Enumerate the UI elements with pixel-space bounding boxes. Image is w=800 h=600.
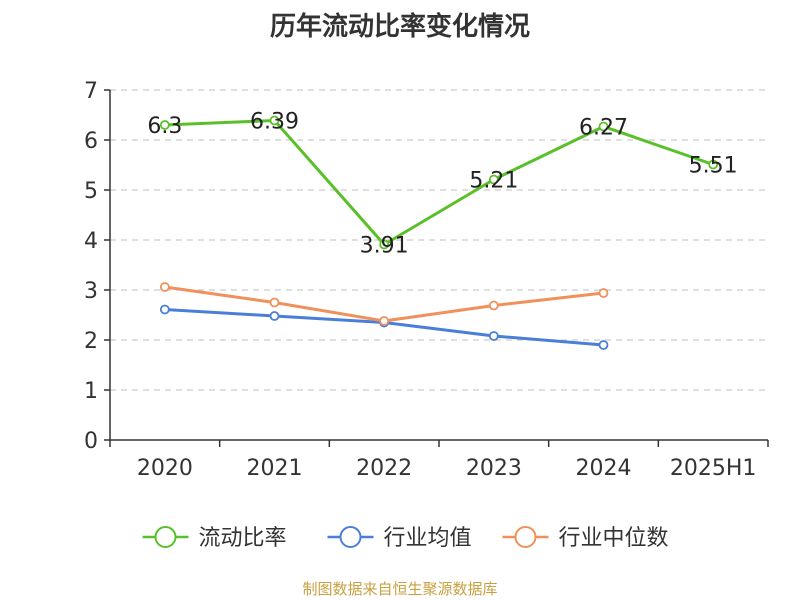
x-axis: 2020 2021 2022 2023 2024 2025H1 bbox=[109, 439, 769, 481]
data-point bbox=[269, 311, 280, 321]
y-tick-label: 3 bbox=[84, 279, 98, 304]
x-tick-label: 2025H1 bbox=[670, 456, 757, 481]
data-label: 3.91 bbox=[360, 234, 409, 259]
x-tick-label: 2020 bbox=[137, 456, 193, 481]
x-tick-label: 2024 bbox=[576, 456, 632, 481]
x-tick-label: 2023 bbox=[466, 456, 522, 481]
series-line-2 bbox=[164, 285, 604, 323]
data-point bbox=[269, 115, 280, 126]
series-group bbox=[159, 115, 719, 350]
legend-marker bbox=[339, 526, 362, 548]
data-point bbox=[488, 174, 499, 185]
source-note: 制图数据来自恒生聚源数据库 bbox=[302, 580, 497, 598]
data-point bbox=[159, 282, 170, 292]
y-tick-label: 2 bbox=[84, 329, 98, 354]
data-point bbox=[598, 121, 609, 132]
chart-title: 历年流动比率变化情况 bbox=[270, 11, 530, 42]
y-tick-label: 6 bbox=[84, 129, 98, 154]
data-point bbox=[159, 304, 170, 315]
data-label: 6.27 bbox=[579, 116, 628, 141]
data-point bbox=[379, 316, 390, 326]
series-line-0 bbox=[164, 119, 714, 246]
y-tick-label: 5 bbox=[84, 179, 98, 204]
data-point bbox=[159, 120, 170, 130]
y-axis: 0 1 2 3 4 5 6 7 bbox=[84, 79, 111, 454]
legend-item-2[interactable]: 行业中位数 bbox=[502, 526, 669, 551]
legend-item-1[interactable]: 行业均值 bbox=[327, 526, 472, 551]
y-tick-label: 4 bbox=[84, 229, 98, 254]
y-tick-label: 1 bbox=[84, 379, 98, 404]
legend-label: 流动比率 bbox=[199, 526, 287, 551]
data-point bbox=[488, 331, 499, 341]
data-point bbox=[598, 288, 609, 298]
x-tick-label: 2021 bbox=[247, 456, 303, 481]
data-point bbox=[269, 297, 280, 308]
data-point bbox=[598, 340, 609, 350]
legend-item-0[interactable]: 流动比率 bbox=[142, 526, 287, 551]
data-point bbox=[708, 159, 719, 170]
data-label: 6.39 bbox=[250, 110, 299, 135]
data-label: 6.3 bbox=[147, 114, 182, 139]
grid bbox=[110, 89, 768, 391]
legend-label: 行业中位数 bbox=[559, 526, 669, 551]
legend[interactable]: 流动比率 行业均值 行业中位数 bbox=[142, 526, 669, 551]
y-tick-label: 0 bbox=[84, 429, 98, 454]
data-label: 5.21 bbox=[469, 169, 518, 194]
data-point bbox=[488, 300, 499, 311]
legend-label: 行业均值 bbox=[384, 526, 472, 551]
legend-marker bbox=[154, 526, 177, 548]
x-tick-label: 2022 bbox=[356, 456, 412, 481]
data-labels: 6.3 6.39 3.91 5.21 6.27 5.51 bbox=[147, 110, 737, 259]
data-label: 5.51 bbox=[689, 154, 738, 179]
legend-marker bbox=[514, 526, 537, 548]
data-point bbox=[379, 239, 390, 250]
y-tick-label: 7 bbox=[84, 79, 98, 104]
